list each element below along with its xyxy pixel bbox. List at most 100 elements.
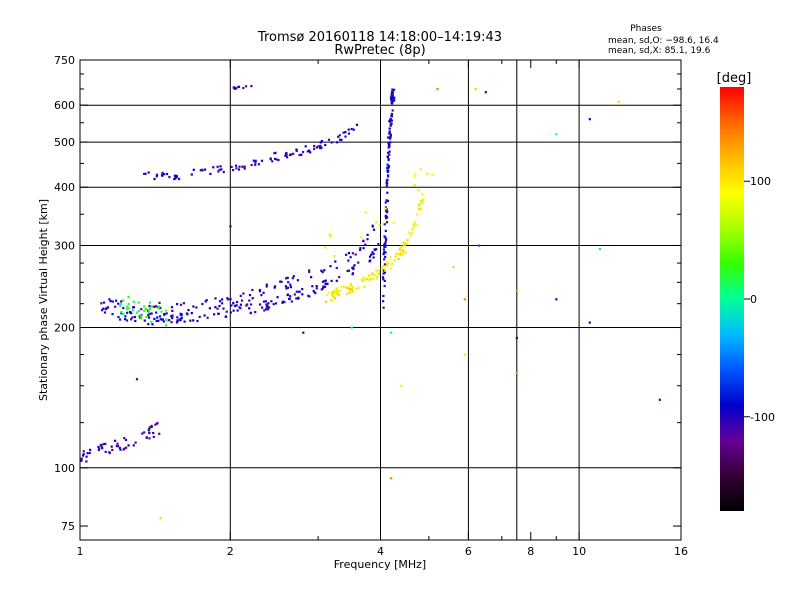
data-point <box>352 128 355 131</box>
data-point <box>358 248 362 252</box>
data-point <box>588 118 591 121</box>
data-point <box>280 280 283 283</box>
data-point <box>116 445 120 448</box>
data-point <box>242 292 245 295</box>
data-point <box>375 275 379 278</box>
data-point <box>265 305 268 308</box>
data-point <box>214 297 217 300</box>
data-point <box>313 144 316 148</box>
data-point <box>328 233 331 236</box>
y-axis-label: Stationary phase Virtual Height [km] <box>37 199 50 401</box>
data-point <box>309 151 312 154</box>
data-point <box>363 285 366 288</box>
data-point <box>315 287 318 290</box>
data-point <box>152 435 155 438</box>
data-point <box>125 308 129 311</box>
data-point <box>376 270 379 273</box>
data-point <box>286 293 290 296</box>
data-point <box>288 297 291 300</box>
data-point <box>273 286 276 289</box>
data-point <box>320 269 323 272</box>
data-point <box>296 279 299 282</box>
data-point <box>286 286 289 289</box>
y-tick-label: 100 <box>54 462 75 475</box>
data-point <box>384 241 387 244</box>
data-point <box>147 311 150 314</box>
data-point <box>101 309 104 312</box>
data-point <box>126 311 129 314</box>
data-point <box>122 306 125 310</box>
data-point <box>214 306 217 309</box>
data-point <box>265 283 268 286</box>
data-point <box>338 134 341 137</box>
data-point <box>388 131 391 134</box>
data-point <box>348 286 351 289</box>
data-point <box>362 247 365 250</box>
data-point <box>127 302 130 305</box>
data-point <box>333 290 337 293</box>
data-point <box>312 290 315 293</box>
chart-title: Tromsø 20160118 14:18:00–14:19:43 <box>257 30 502 45</box>
data-point <box>189 319 192 322</box>
data-point <box>235 87 238 90</box>
data-point <box>263 309 266 312</box>
data-point <box>165 172 169 176</box>
data-point <box>204 300 207 303</box>
data-point <box>150 312 153 315</box>
data-point <box>295 148 298 151</box>
data-point <box>156 316 159 319</box>
stats-heading: Phases <box>630 24 662 34</box>
data-point <box>393 88 396 91</box>
data-point <box>235 304 238 307</box>
data-point <box>216 307 219 310</box>
data-point <box>86 452 89 455</box>
data-point <box>368 255 372 258</box>
data-point <box>389 123 392 126</box>
data-point <box>111 313 114 316</box>
data-point <box>285 287 288 290</box>
data-point <box>205 299 208 302</box>
data-point <box>372 228 376 231</box>
data-point <box>115 299 118 302</box>
data-point <box>393 98 396 102</box>
data-point <box>198 315 201 318</box>
data-point <box>346 292 349 295</box>
data-point <box>350 288 353 291</box>
data-point <box>158 305 161 308</box>
data-point <box>106 306 110 309</box>
data-point <box>345 253 348 256</box>
data-point <box>401 253 405 256</box>
data-point <box>360 236 363 239</box>
colorbar-tick-label: 100 <box>750 175 771 188</box>
data-point <box>159 318 162 321</box>
data-point <box>348 289 352 292</box>
data-point <box>176 303 179 306</box>
data-point <box>131 316 134 319</box>
data-point <box>386 174 390 177</box>
data-point <box>331 299 334 302</box>
data-point <box>416 213 419 216</box>
data-point <box>100 302 103 305</box>
data-point <box>145 315 148 319</box>
data-point <box>302 331 305 334</box>
data-point <box>413 175 416 178</box>
data-point <box>389 256 392 259</box>
data-point <box>229 225 232 228</box>
data-point <box>252 159 255 162</box>
data-point <box>334 260 337 263</box>
data-point <box>250 85 253 88</box>
data-point <box>371 272 374 275</box>
data-point <box>387 166 390 169</box>
data-point <box>391 91 394 94</box>
data-point <box>243 167 246 170</box>
data-point <box>254 311 257 314</box>
data-point <box>154 423 157 426</box>
data-point <box>144 172 147 175</box>
data-point <box>386 163 389 166</box>
data-point <box>119 318 122 321</box>
data-point <box>515 289 518 292</box>
data-point <box>218 304 221 308</box>
data-point <box>372 277 375 280</box>
data-point <box>391 98 394 101</box>
